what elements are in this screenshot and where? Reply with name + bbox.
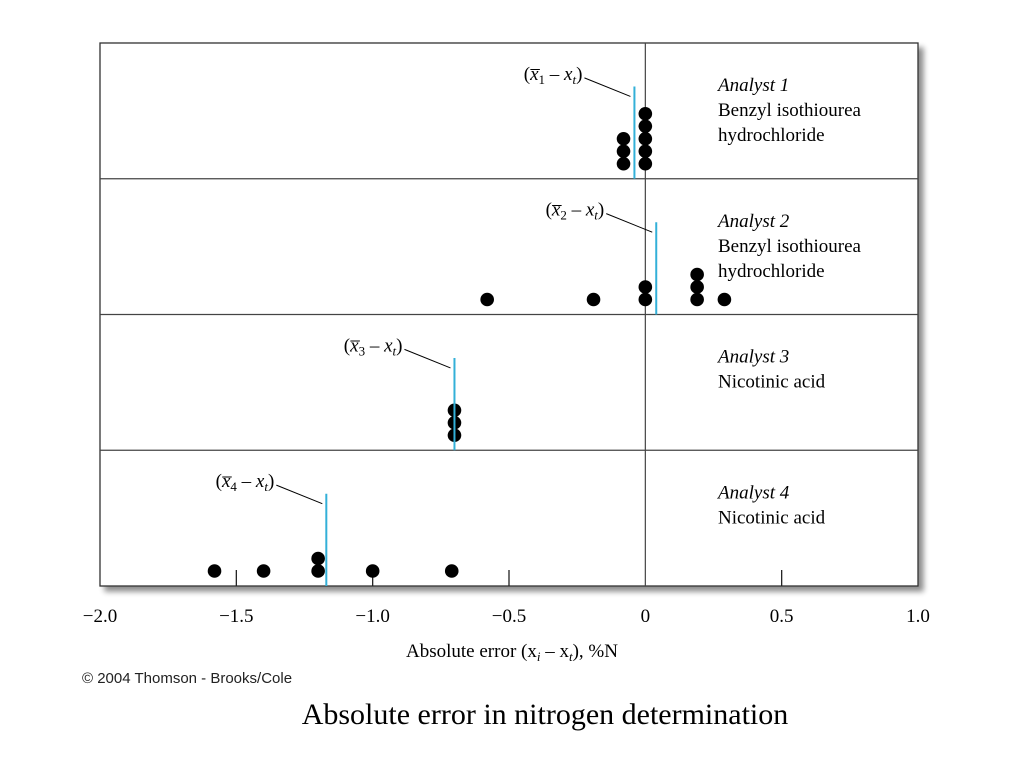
data-point	[638, 119, 653, 134]
x-axis-label-sub2: t	[569, 649, 573, 664]
data-point	[638, 144, 653, 159]
data-point	[690, 267, 704, 282]
x-tick-label: 0	[641, 606, 651, 627]
analyst-name: Analyst 1	[716, 75, 789, 96]
x-tick-label: 0.5	[770, 606, 794, 627]
x-tick-label: −1.5	[219, 606, 253, 627]
x-axis-label-part3: ), %N	[573, 641, 619, 662]
sample-name-line1: Benzyl isothiourea	[718, 236, 862, 257]
x-axis-label-part1: Absolute error (x	[406, 641, 537, 662]
data-point	[444, 564, 459, 578]
data-point	[616, 144, 631, 159]
panel-analyst-3: (x̅3 – xt) Analyst 3 Nicotinic acid	[344, 335, 826, 451]
x-tick-label: −0.5	[492, 606, 526, 627]
analyst-name: Analyst 4	[716, 482, 790, 503]
mean-label-leader	[606, 213, 653, 233]
panel-analyst-1: (x̅1 – xt) Analyst 1 Benzyl isothiourea hyd…	[524, 64, 862, 179]
data-point	[616, 156, 631, 171]
data-point	[256, 564, 271, 578]
data-point	[207, 564, 222, 578]
x-tick-label: −1.0	[355, 606, 389, 627]
panel-analyst-4: (x̅4 – xt) Analyst 4 Nicotinic acid	[207, 471, 826, 586]
x-axis-label-part2: – x	[540, 641, 569, 662]
data-point	[638, 131, 653, 146]
copyright-notice: © 2004 Thomson - Brooks/Cole	[82, 670, 293, 687]
data-point	[365, 564, 380, 578]
x-tick-label: 1.0	[906, 606, 930, 627]
x-axis-label-sub1: i	[537, 649, 541, 664]
analyst-name: Analyst 3	[716, 347, 789, 368]
x-tick-label: −2.0	[83, 606, 117, 627]
mean-label-leader	[404, 348, 451, 369]
data-point	[638, 106, 653, 121]
data-point	[311, 564, 325, 578]
mean-label-leader	[276, 484, 323, 505]
data-point	[638, 156, 653, 171]
data-point	[690, 280, 704, 294]
sample-name-line1: Nicotinic acid	[718, 372, 826, 393]
mean-error-label: (x̅4 – xt)	[216, 471, 275, 494]
mean-error-label: (x̅1 – xt)	[524, 64, 583, 87]
analyst-name: Analyst 2	[716, 211, 790, 232]
panel-analyst-2: (x̅2 – xt) Analyst 2 Benzyl isothiourea hyd…	[480, 200, 862, 315]
data-point	[480, 292, 494, 307]
x-axis-label: Absolute error (xi – xt), %N	[406, 641, 618, 664]
sample-name-line1: Nicotinic acid	[718, 507, 826, 528]
data-point	[311, 551, 325, 566]
mean-label-leader	[584, 77, 631, 97]
sample-name-line2: hydrochloride	[718, 261, 825, 282]
data-point	[638, 292, 653, 307]
data-point	[717, 292, 732, 307]
figure-caption: Absolute error in nitrogen determination	[301, 698, 789, 731]
mean-error-label: (x̅3 – xt)	[344, 335, 403, 358]
data-point	[638, 280, 653, 294]
data-point	[616, 131, 631, 146]
sample-name-line2: hydrochloride	[718, 125, 825, 146]
sample-name-line1: Benzyl isothiourea	[718, 100, 862, 121]
mean-error-label: (x̅2 – xt)	[546, 200, 605, 223]
data-point	[586, 292, 601, 307]
data-point	[690, 292, 704, 307]
